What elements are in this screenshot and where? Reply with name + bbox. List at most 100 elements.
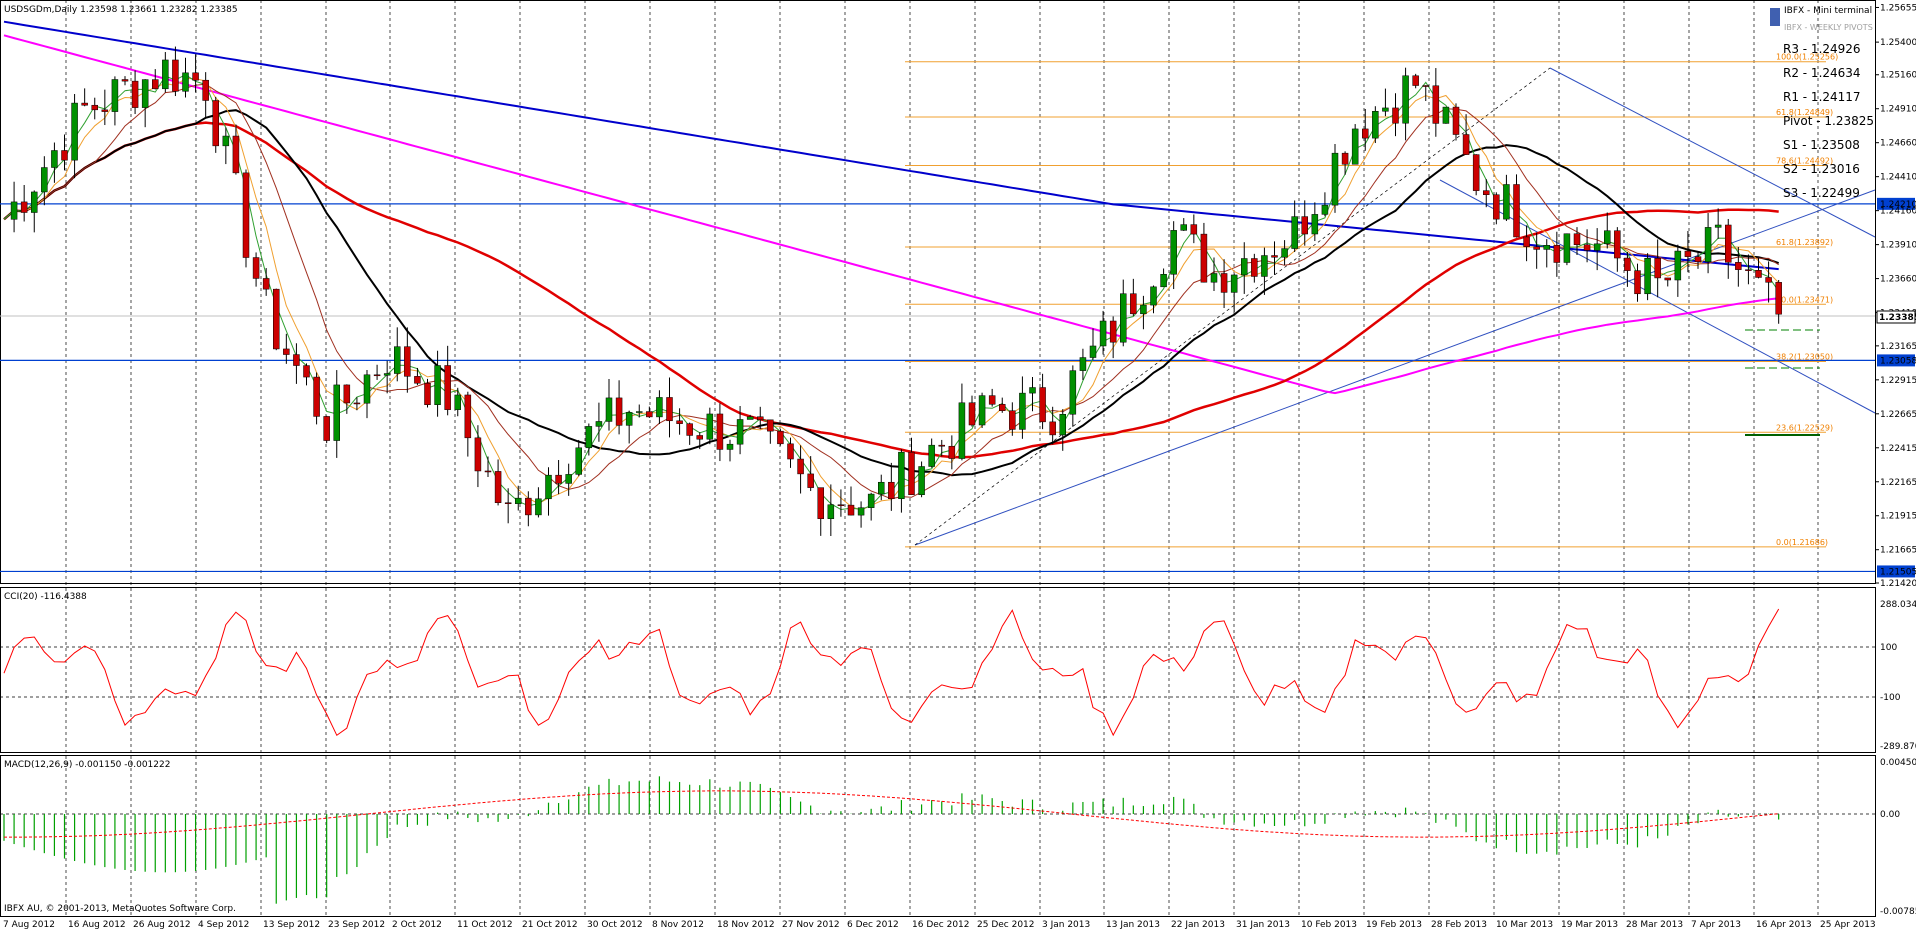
- candle: [232, 124, 240, 175]
- candle: [1654, 239, 1661, 298]
- cci-panel[interactable]: [0, 587, 1876, 753]
- candle: [686, 422, 693, 445]
- candle: [646, 406, 653, 418]
- candle: [615, 380, 623, 435]
- candle-body: [625, 412, 633, 426]
- candle: [1614, 227, 1621, 272]
- candle-body: [1483, 190, 1490, 195]
- candle: [525, 491, 532, 527]
- candle-body: [31, 191, 38, 213]
- candle-body: [1039, 387, 1046, 423]
- x-tick-label: 16 Dec 2012: [912, 920, 970, 930]
- candle-body: [343, 384, 351, 404]
- candle-body: [1735, 262, 1742, 270]
- candle: [605, 379, 613, 431]
- candle: [1019, 376, 1026, 439]
- y-tick-label: 1.25400: [1880, 38, 1916, 48]
- candle-body: [1563, 233, 1571, 263]
- candle: [1503, 174, 1510, 222]
- candle-body: [1644, 258, 1651, 295]
- candle-body: [1745, 269, 1752, 271]
- candle-body: [847, 504, 855, 516]
- candle: [636, 404, 643, 418]
- candle-body: [575, 447, 582, 475]
- candle: [1624, 252, 1631, 287]
- candle: [1664, 277, 1671, 287]
- candle-body: [41, 167, 48, 193]
- y-tick-label: 1.23165: [1880, 342, 1916, 352]
- candle-body: [908, 451, 915, 495]
- cci-line: [3, 608, 1780, 737]
- candle-body: [1714, 224, 1722, 228]
- cci-tick-label: -289.8703: [1880, 742, 1916, 752]
- candle-body: [1634, 270, 1641, 295]
- x-tick-label: 19 Feb 2013: [1366, 920, 1422, 930]
- candle: [353, 397, 361, 411]
- mini-terminal-icon[interactable]: [1770, 8, 1780, 26]
- macd-panel[interactable]: [0, 755, 1876, 917]
- current-price-label: 1.23385: [1879, 313, 1916, 323]
- candle: [1755, 258, 1762, 279]
- x-tick-label: 10 Mar 2013: [1496, 920, 1553, 930]
- candle: [484, 456, 492, 478]
- candle: [31, 190, 38, 233]
- mini-terminal[interactable]: IBFX - Mini terminal IBFX - WEEKLY PIVOT…: [1770, 6, 1874, 200]
- candle-body: [1543, 245, 1550, 250]
- candle: [444, 345, 451, 416]
- candle-body: [1684, 250, 1692, 257]
- candle-body: [1775, 282, 1782, 315]
- candle: [343, 384, 351, 414]
- y-tick-label: 1.23910: [1880, 241, 1916, 251]
- main-panel[interactable]: [0, 0, 1876, 584]
- candle: [1725, 218, 1732, 279]
- candle-body: [323, 416, 330, 441]
- candle: [1583, 229, 1591, 263]
- candle-body: [353, 402, 361, 405]
- candle: [323, 415, 330, 444]
- fib-diagonal-line[interactable]: [914, 67, 1551, 546]
- candle: [283, 333, 290, 364]
- candle-body: [313, 376, 320, 417]
- copyright-footer: IBFX AU, © 2001-2013, MetaQuotes Softwar…: [4, 904, 236, 914]
- candle-body: [1059, 413, 1066, 436]
- candle-body: [938, 444, 945, 447]
- candle: [1321, 192, 1329, 217]
- candle: [1039, 373, 1046, 430]
- candle-body: [192, 72, 199, 81]
- candle-body: [716, 413, 724, 450]
- candle: [162, 52, 169, 93]
- candle-body: [81, 102, 88, 106]
- pivot-label: S1 - 1.23508: [1783, 138, 1860, 152]
- candle: [91, 97, 98, 120]
- candle: [1089, 328, 1097, 360]
- y-tick-label: 1.24160: [1880, 207, 1916, 217]
- candle: [1745, 254, 1752, 285]
- candle-body: [515, 497, 522, 504]
- candle-body: [595, 421, 603, 427]
- candle-body: [363, 374, 371, 404]
- x-tick-label: 26 Aug 2012: [133, 920, 191, 930]
- x-tick-label: 23 Sep 2012: [328, 920, 385, 930]
- candle: [797, 445, 804, 494]
- candle: [1140, 295, 1147, 330]
- candle: [262, 268, 270, 296]
- x-tick-label: 4 Sep 2012: [198, 920, 249, 930]
- candle-body: [182, 72, 189, 92]
- candle-body: [1029, 387, 1036, 394]
- candle-body: [10, 201, 18, 220]
- uptrend-line[interactable]: [914, 189, 1876, 546]
- candle: [1442, 106, 1450, 124]
- candle-body: [1725, 224, 1732, 263]
- channel-upper-line[interactable]: [1549, 67, 1876, 238]
- candle-body: [71, 102, 78, 161]
- candle-body: [1755, 270, 1762, 278]
- candle: [656, 390, 663, 424]
- candle-body: [1422, 85, 1429, 87]
- candle-body: [1412, 75, 1419, 86]
- price-level-label: 1.21505: [1880, 567, 1916, 577]
- candle: [1462, 114, 1470, 155]
- x-tick-label: 28 Mar 2013: [1626, 920, 1683, 930]
- price-level-tag: [1877, 354, 1915, 367]
- candle: [293, 343, 300, 384]
